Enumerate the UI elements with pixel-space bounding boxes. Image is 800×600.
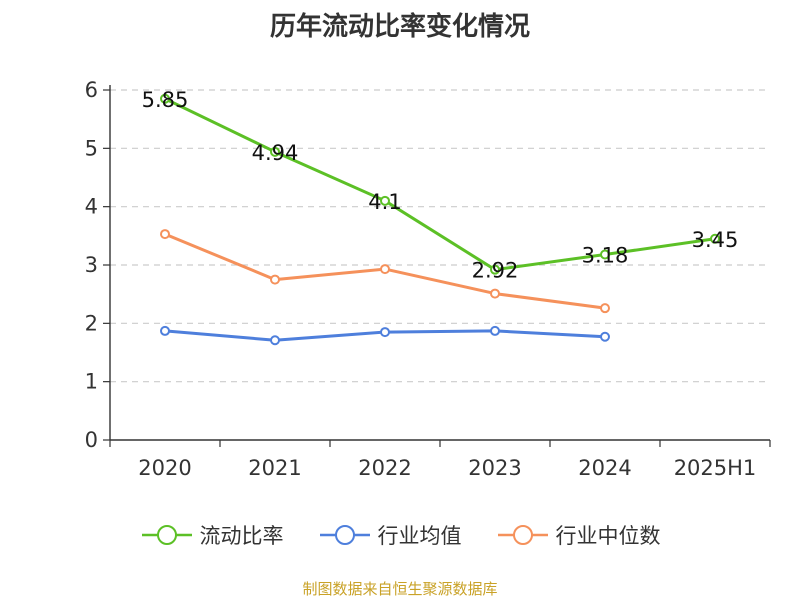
legend-item[interactable]: 流动比率 [140, 520, 284, 550]
y-tick-label: 5 [85, 136, 98, 160]
y-tick-label: 1 [85, 370, 98, 394]
data-point [160, 93, 170, 104]
grid-lines [110, 89, 770, 383]
legend-marker [334, 525, 355, 545]
legend-marker [156, 525, 177, 545]
legend-label: 流动比率 [199, 524, 284, 548]
y-tick-label: 6 [85, 78, 98, 102]
data-point [490, 288, 500, 299]
legend-line-circle-icon [141, 525, 192, 545]
chart-title: 历年流动比率变化情况 [269, 12, 530, 42]
x-tick-label: 2024 [578, 456, 631, 480]
data-point [600, 303, 610, 314]
data-point [490, 264, 500, 275]
data-point [380, 264, 390, 275]
series [160, 93, 720, 346]
series-line-1 [164, 97, 716, 272]
x-tick-label: 2025H1 [674, 456, 757, 480]
data-point [710, 233, 720, 244]
x-tick-label: 2020 [138, 456, 191, 480]
data-label: 4.94 [252, 141, 299, 165]
data-point [600, 331, 610, 342]
legend-marker [512, 525, 533, 545]
legend-item[interactable]: 行业中位数 [496, 520, 661, 550]
legend: 流动比率 行业均值 行业中位数 [0, 520, 800, 550]
x-tick-label: 2021 [248, 456, 301, 480]
y-tick-label: 2 [85, 311, 98, 335]
axes: 0 1 2 3 4 5 6 2020 2021 2022 2023 2024 2025H1 [85, 78, 771, 480]
data-point [380, 195, 390, 206]
legend-line-circle-icon [319, 525, 370, 545]
data-label: 3.18 [582, 244, 629, 268]
data-point [160, 229, 170, 240]
legend-label: 行业中位数 [555, 524, 661, 548]
data-label: 2.92 [472, 259, 519, 283]
data-point [270, 146, 280, 157]
data-label: 3.45 [692, 228, 739, 252]
data-label: 4.1 [368, 190, 401, 214]
data-point [380, 327, 390, 338]
source-note: 制图数据来自恒生聚源数据库 [302, 580, 498, 598]
y-tick-label: 3 [85, 253, 98, 277]
data-point [600, 249, 610, 260]
legend-item[interactable]: 行业均值 [318, 520, 462, 550]
data-point [490, 325, 500, 336]
y-tick-label: 4 [85, 195, 98, 219]
data-point [270, 274, 280, 285]
data-label: 5.85 [142, 88, 189, 112]
y-tick-label: 0 [85, 428, 98, 452]
data-labels: 5.85 4.94 4.1 2.92 3.18 3.45 [142, 88, 739, 283]
legend-line-circle-icon [497, 525, 548, 545]
x-tick-label: 2023 [468, 456, 521, 480]
data-point [270, 335, 280, 346]
data-point [160, 325, 170, 336]
legend-label: 行业均值 [377, 524, 462, 548]
x-tick-label: 2022 [358, 456, 411, 480]
